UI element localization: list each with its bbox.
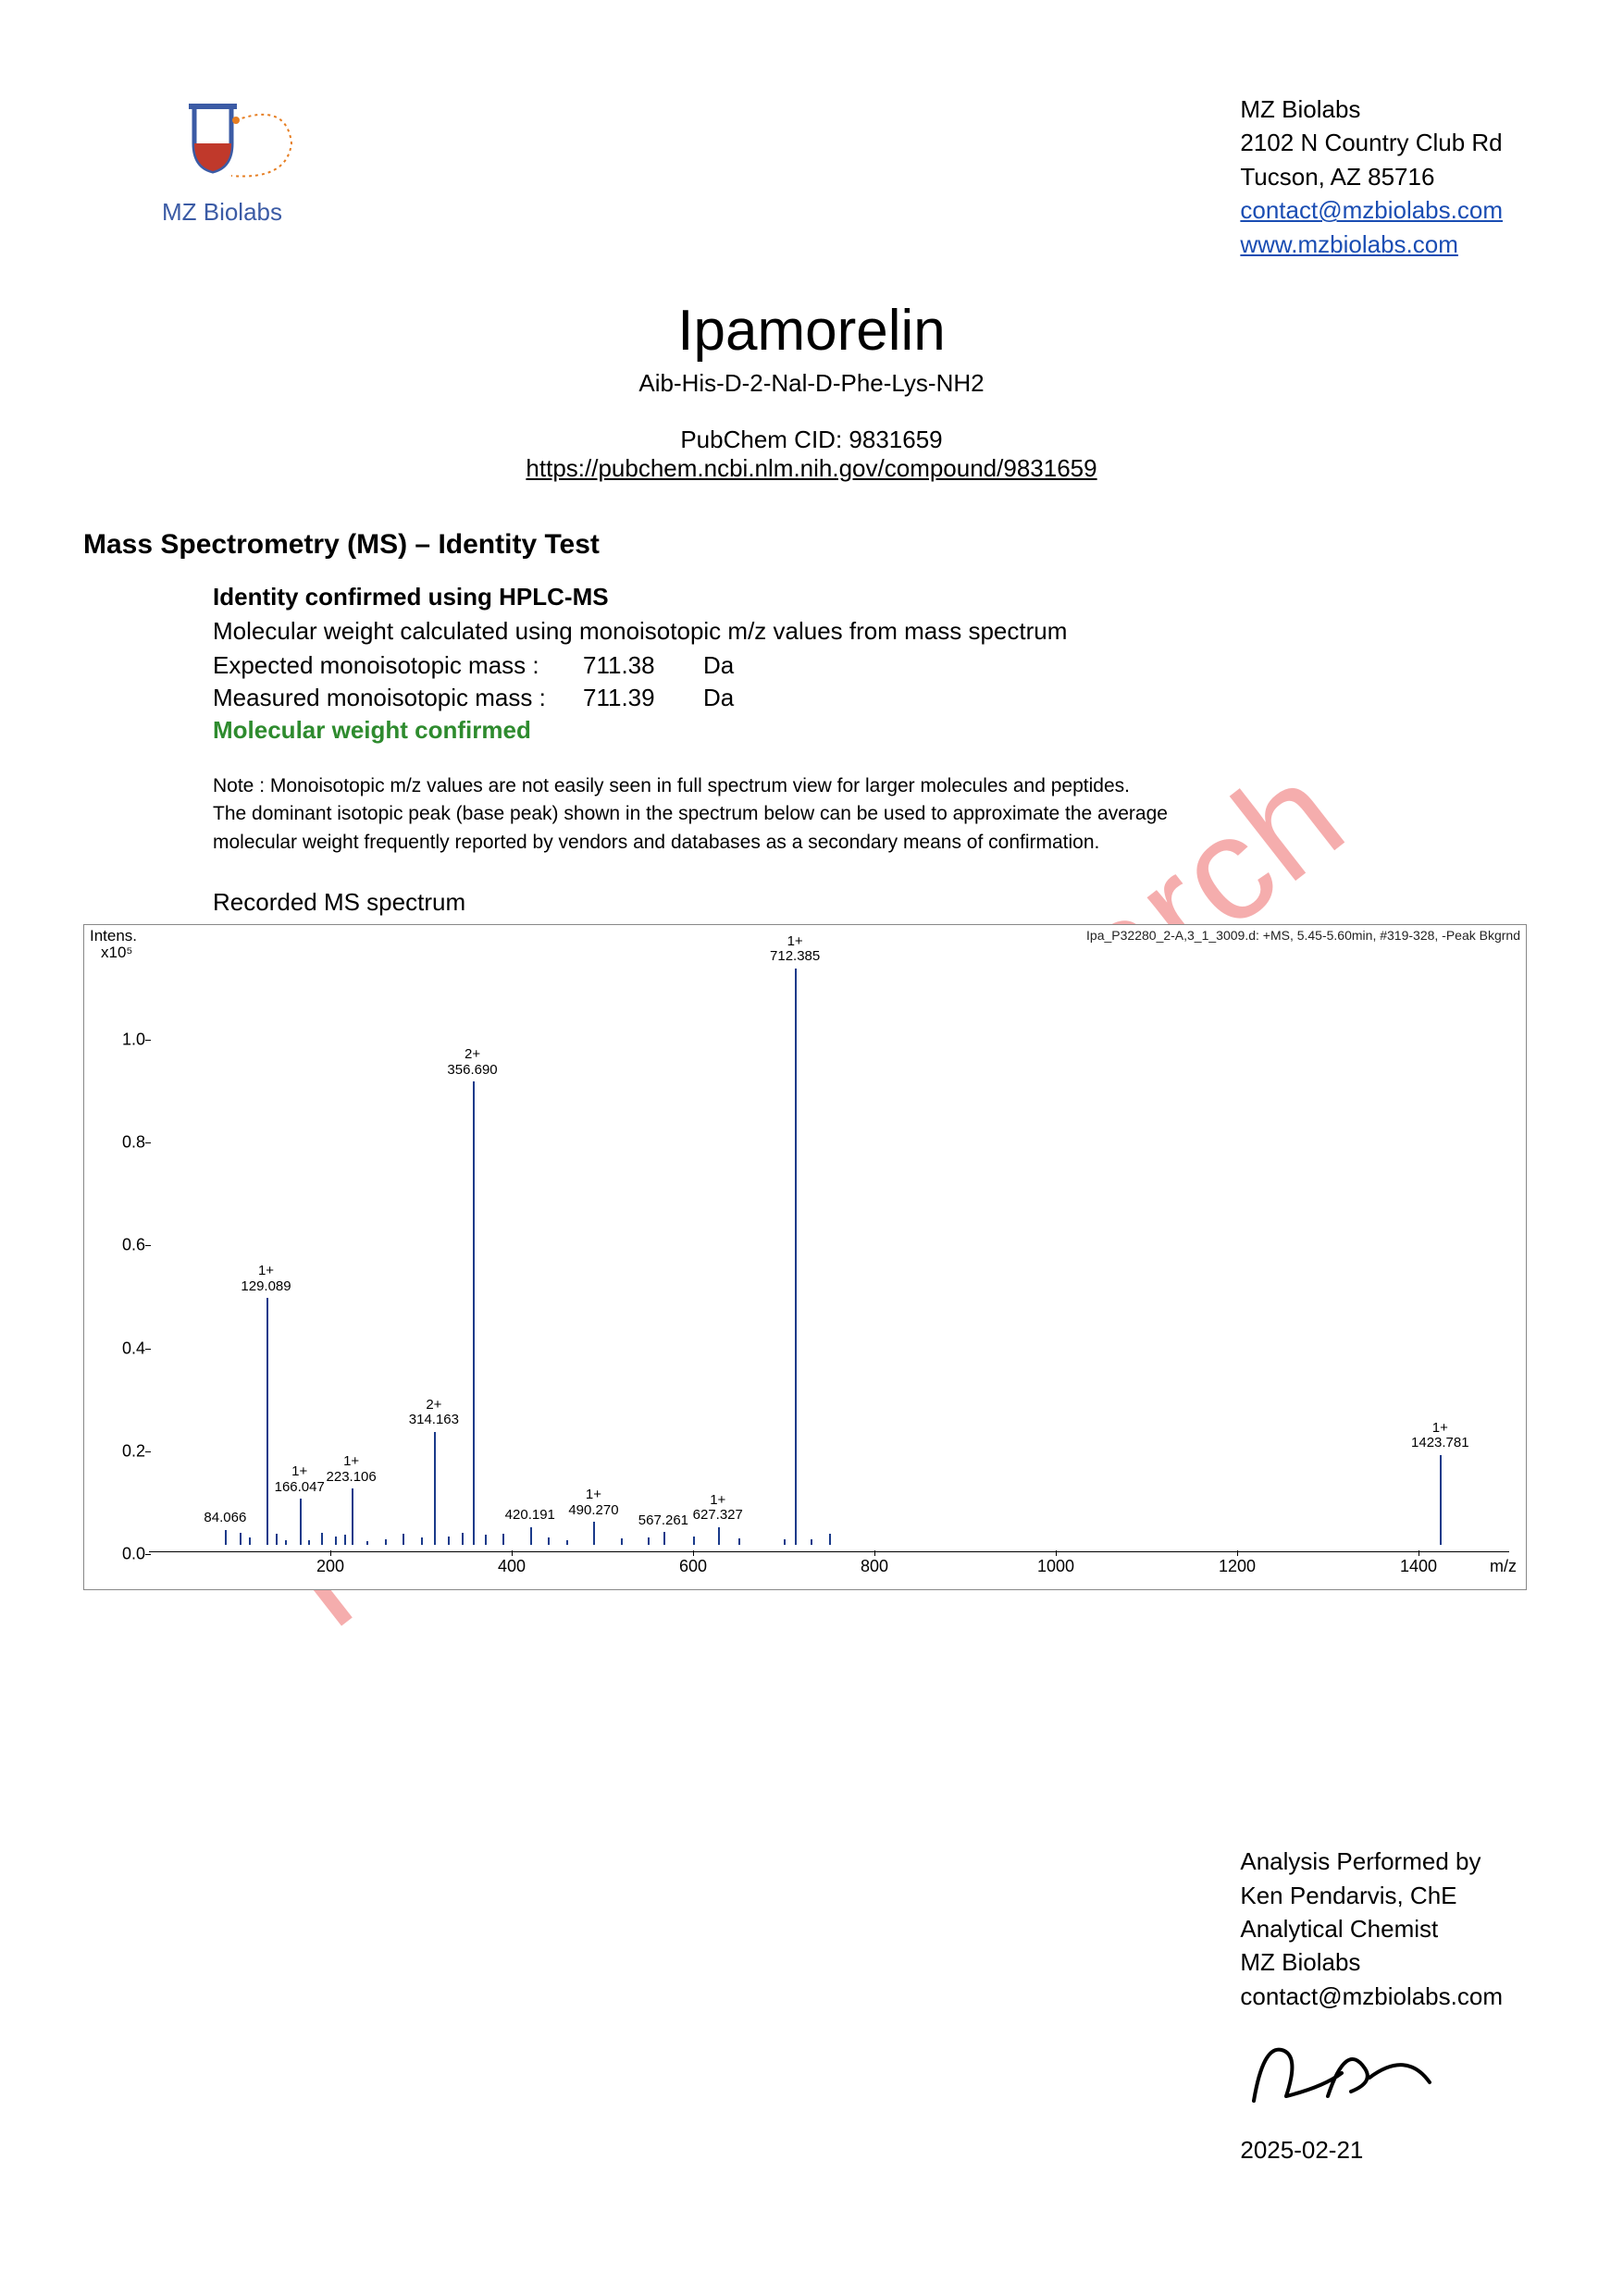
footer-line-5: contact@mzbiolabs.com bbox=[1240, 1980, 1503, 2013]
y-axis-title: Intens. bbox=[90, 927, 137, 945]
company-address: MZ Biolabs 2102 N Country Club Rd Tucson… bbox=[1240, 93, 1503, 261]
company-website-link[interactable]: www.mzbiolabs.com bbox=[1240, 230, 1458, 258]
pubchem-cid: PubChem CID: 9831659 bbox=[83, 426, 1540, 454]
spectrum-peak bbox=[352, 1488, 353, 1545]
address-line-1: 2102 N Country Club Rd bbox=[1240, 126, 1503, 159]
spectrum-peak bbox=[266, 1298, 268, 1545]
plot-area: 84.066 1+129.089 1+166.0471+223.106 2+314.1… bbox=[149, 953, 1509, 1545]
peak-label: 1+223.106 bbox=[327, 1454, 377, 1485]
note-block: Note : Monoisotopic m/z values are not e… bbox=[213, 772, 1540, 857]
pubchem-block: PubChem CID: 9831659 https://pubchem.ncb… bbox=[83, 426, 1540, 483]
peak-label: 1+1423.781 bbox=[1411, 1421, 1469, 1451]
pubchem-link[interactable]: https://pubchem.ncbi.nlm.nih.gov/compoun… bbox=[526, 454, 1096, 482]
y-axis-exponent: x10⁵ bbox=[101, 944, 132, 962]
x-tick-label: 1400 bbox=[1400, 1557, 1437, 1576]
expected-value: 711.38 bbox=[583, 651, 703, 680]
peak-label: 1+166.047 bbox=[275, 1464, 325, 1495]
signature-icon bbox=[1240, 2031, 1443, 2115]
logo-text: MZ Biolabs bbox=[162, 198, 282, 227]
spectrum-peak bbox=[225, 1530, 227, 1546]
spectrum-peak bbox=[530, 1527, 532, 1545]
peak-label: 1+712.385 bbox=[770, 934, 820, 965]
y-tick-label: 0.2 bbox=[116, 1441, 145, 1461]
x-axis-line bbox=[149, 1551, 1509, 1552]
peak-label: 1+627.327 bbox=[693, 1493, 743, 1524]
footer-line-3: Analytical Chemist bbox=[1240, 1912, 1503, 1945]
company-logo: MZ Biolabs bbox=[139, 93, 305, 227]
x-tick-label: 1000 bbox=[1037, 1557, 1074, 1576]
peak-label: 1+490.270 bbox=[568, 1487, 618, 1518]
compound-name: Ipamorelin bbox=[83, 298, 1540, 364]
company-name: MZ Biolabs bbox=[1240, 93, 1503, 126]
y-tick-label: 1.0 bbox=[116, 1030, 145, 1049]
x-tick-label: 800 bbox=[861, 1557, 888, 1576]
expected-label: Expected monoisotopic mass : bbox=[213, 651, 583, 680]
spectrum-peak bbox=[795, 969, 797, 1545]
measured-value: 711.39 bbox=[583, 684, 703, 712]
x-tick-label: 200 bbox=[316, 1557, 344, 1576]
measured-unit: Da bbox=[703, 684, 759, 712]
spectrum-peak bbox=[1440, 1455, 1442, 1545]
x-tick-label: 1200 bbox=[1219, 1557, 1256, 1576]
confirm-heading: Identity confirmed using HPLC-MS bbox=[213, 583, 1540, 611]
signature-date: 2025-02-21 bbox=[1240, 2133, 1503, 2166]
y-tick-label: 0.0 bbox=[116, 1545, 145, 1564]
spectrum-title: Recorded MS spectrum bbox=[213, 888, 1540, 917]
peak-label: 2+356.690 bbox=[447, 1047, 497, 1078]
spectrum-peak bbox=[663, 1532, 665, 1545]
expected-mass-row: Expected monoisotopic mass : 711.38 Da bbox=[213, 651, 1540, 680]
y-tick-label: 0.8 bbox=[116, 1133, 145, 1153]
footer-line-2: Ken Pendarvis, ChE bbox=[1240, 1879, 1503, 1912]
header: MZ Biolabs MZ Biolabs 2102 N Country Clu… bbox=[83, 93, 1540, 261]
peak-label: 84.066 bbox=[204, 1511, 246, 1526]
document-page: Freedom Research MZ Biolabs MZ Biolabs 2… bbox=[0, 0, 1623, 2296]
y-tick-label: 0.4 bbox=[116, 1339, 145, 1358]
x-axis-title: m/z bbox=[1490, 1557, 1517, 1576]
spectrum-peak bbox=[434, 1432, 436, 1545]
spectrum-peak bbox=[593, 1522, 595, 1545]
confirmed-text: Molecular weight confirmed bbox=[213, 716, 1540, 745]
chart-meta: Ipa_P32280_2-A,3_1_3009.d: +MS, 5.45-5.6… bbox=[1086, 928, 1520, 943]
spectrum-peak bbox=[300, 1499, 302, 1545]
peak-label: 567.261 bbox=[638, 1513, 688, 1529]
logo-icon bbox=[139, 93, 305, 194]
footer-line-1: Analysis Performed by bbox=[1240, 1845, 1503, 1878]
y-tick-label: 0.6 bbox=[116, 1236, 145, 1255]
ms-spectrum-chart: Intens. x10⁵ Ipa_P32280_2-A,3_1_3009.d: … bbox=[83, 924, 1527, 1590]
peak-label: 420.191 bbox=[505, 1508, 555, 1524]
x-tick-label: 400 bbox=[498, 1557, 526, 1576]
title-block: Ipamorelin Aib-His-D-2-Nal-D-Phe-Lys-NH2 bbox=[83, 298, 1540, 398]
identity-section: Identity confirmed using HPLC-MS Molecul… bbox=[213, 583, 1540, 917]
x-tick-label: 600 bbox=[679, 1557, 707, 1576]
spectrum-peak bbox=[718, 1527, 720, 1545]
measured-label: Measured monoisotopic mass : bbox=[213, 684, 583, 712]
signature-block: Analysis Performed by Ken Pendarvis, ChE… bbox=[1240, 1845, 1503, 2166]
peak-label: 2+314.163 bbox=[409, 1398, 459, 1428]
company-email-link[interactable]: contact@mzbiolabs.com bbox=[1240, 196, 1503, 224]
note-line-1: Note : Monoisotopic m/z values are not e… bbox=[213, 772, 1540, 800]
expected-unit: Da bbox=[703, 651, 759, 680]
address-line-2: Tucson, AZ 85716 bbox=[1240, 160, 1503, 193]
note-line-3: molecular weight frequently reported by … bbox=[213, 829, 1540, 857]
footer-line-4: MZ Biolabs bbox=[1240, 1945, 1503, 1979]
section-heading: Mass Spectrometry (MS) – Identity Test bbox=[83, 529, 1540, 561]
measured-mass-row: Measured monoisotopic mass : 711.39 Da bbox=[213, 684, 1540, 712]
calc-line: Molecular weight calculated using monois… bbox=[213, 617, 1540, 646]
spectrum-peak bbox=[473, 1081, 475, 1545]
peak-label: 1+129.089 bbox=[241, 1264, 291, 1294]
note-line-2: The dominant isotopic peak (base peak) s… bbox=[213, 800, 1540, 828]
compound-sequence: Aib-His-D-2-Nal-D-Phe-Lys-NH2 bbox=[83, 369, 1540, 398]
